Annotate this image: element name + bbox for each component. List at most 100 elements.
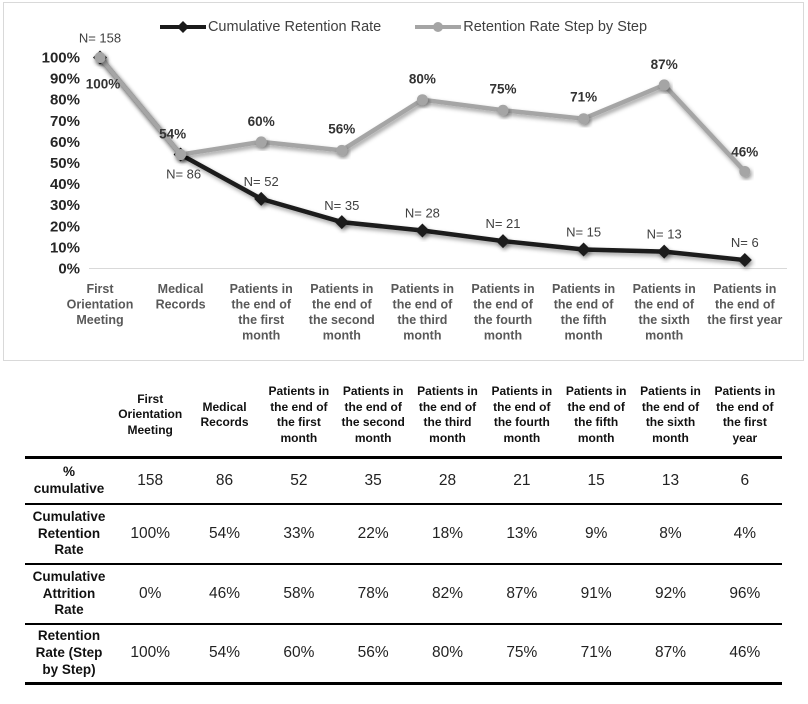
data-label: N= 35 (324, 198, 359, 213)
data-label: 87% (651, 57, 678, 72)
table-cell: 22% (357, 525, 389, 542)
x-category-label: Patients in the end of the fifth month (552, 282, 615, 343)
data-label: 100% (86, 77, 121, 92)
y-tick-label: 20% (50, 218, 80, 235)
data-point-circle (336, 144, 348, 156)
table-cell: 100% (130, 525, 171, 542)
y-tick-label: 40% (50, 176, 80, 193)
table-cell: 91% (580, 585, 612, 602)
column-header: Patients in the end of the sixth month (633, 375, 708, 459)
legend-sample-gray-line-circle-icon (415, 22, 462, 32)
table-cell: 87% (506, 585, 538, 602)
table-cell: 46% (729, 644, 761, 662)
table-cell: 46% (209, 585, 241, 602)
data-label: 71% (570, 90, 597, 105)
table-cell: 82% (431, 585, 464, 602)
column-header: First Orientation Meeting (113, 375, 188, 459)
x-axis-labels: First Orientation Meeting Medical Records Pat… (67, 282, 783, 343)
legend-label-cumulative: Cumulative Retention Rate (207, 19, 382, 35)
table-body: % cumulative 158 86 52 35 28 21 15 13 6 Cumulative… (25, 457, 782, 683)
row-label: % cumulative (33, 463, 105, 496)
table-cell: 4% (733, 525, 757, 542)
legend-item-step: Retention Rate Step by Step (415, 19, 647, 35)
data-point-circle (497, 104, 509, 116)
chart-plot: 0% 10% 20% 30% 40% 50% 60% 70% 80% 90% 100% First Or… (42, 31, 787, 343)
table-cell: 87% (654, 644, 686, 662)
y-tick-label: 0% (58, 261, 80, 278)
data-label: 75% (489, 81, 516, 96)
table-cell: 100% (130, 644, 171, 662)
data-label: 54% (159, 127, 186, 142)
data-point-diamond (657, 244, 672, 259)
table-cell: 9% (584, 525, 608, 542)
chart-panel: Cumulative Retention Rate Retention Rate… (3, 2, 804, 361)
data-label: N= 158 (79, 31, 121, 46)
column-header: Patients in the end of the fourth month (484, 375, 559, 459)
column-header: Patients in the end of the fifth month (559, 375, 634, 459)
row-label: Cumulative Retention Rate (32, 508, 106, 558)
x-category-label: Patients in the end of the sixth month (633, 282, 696, 343)
data-point-diamond (254, 191, 269, 206)
x-category-label: Patients in the end of the second month (309, 282, 375, 343)
data-point-diamond (415, 223, 430, 238)
table-cell: 28 (438, 471, 457, 489)
table-row: Cumulative Retention Rate 100% 54% 33% 22% 18… (25, 504, 782, 564)
table-cell: 8% (659, 525, 682, 542)
data-label: N= 15 (566, 225, 601, 240)
data-label: 80% (409, 72, 436, 87)
data-point-circle (94, 52, 106, 63)
data-label: N= 86 (166, 167, 201, 182)
data-label: N= 21 (485, 216, 520, 231)
table-row: Cumulative Attrition Rate 0% 46% 58% 78% 82% 8… (25, 564, 782, 624)
table-cell: 158 (137, 471, 164, 489)
data-point-diamond (737, 253, 752, 268)
y-tick-label: 30% (50, 197, 80, 214)
data-point-circle (175, 149, 187, 161)
legend-item-cumulative: Cumulative Retention Rate (159, 19, 382, 35)
table-cell: 92% (654, 585, 686, 602)
data-point-diamond (334, 215, 349, 230)
x-category-label: Patients in the end of the fourth month (471, 282, 534, 343)
table-cell: 18% (431, 525, 464, 542)
column-header: Medical Records (187, 375, 262, 459)
table-head: First Orientation Meeting Medical Records… (25, 375, 782, 459)
data-label: 56% (328, 121, 355, 136)
data-label: 60% (248, 114, 275, 129)
data-label: N= 52 (244, 174, 279, 189)
x-category-label: Medical Records (156, 282, 206, 312)
table-row: Retention Rate (Step by Step) 100% 54% 60% 5… (25, 624, 782, 683)
table-cell: 71% (580, 644, 612, 662)
y-axis-labels: 0% 10% 20% 30% 40% 50% 60% 70% 80% 90% 100% (42, 50, 80, 278)
y-tick-label: 90% (50, 71, 80, 88)
table-cell: 52 (290, 471, 308, 489)
column-header: Patients in the end of the first year (707, 375, 782, 459)
table-cell: 54% (209, 525, 241, 542)
y-tick-label: 10% (50, 239, 80, 256)
data-point-diamond (496, 234, 510, 249)
legend-label-step: Retention Rate Step by Step (463, 19, 648, 35)
table-cell: 75% (506, 644, 538, 662)
column-header: Patients in the end of the second month (336, 375, 411, 459)
y-tick-label: 80% (50, 92, 80, 109)
table-cell: 13 (661, 471, 680, 489)
y-tick-label: 60% (50, 134, 80, 151)
legend-sample-black-line-diamond-icon (159, 21, 206, 33)
chart-legend: Cumulative Retention Rate Retention Rate… (4, 19, 803, 35)
table-cell: 35 (364, 471, 382, 489)
x-category-label: Patients in the end of the first month (230, 282, 293, 343)
y-tick-label: 50% (50, 155, 80, 172)
row-label: Retention Rate (Step by Step) (35, 627, 103, 677)
series-data-labels: N= 158 N= 86 N= 52 N= 35 N= 28 N= 21 N= 15 N= 1… (79, 31, 759, 251)
data-point-diamond (576, 242, 591, 257)
table-cell: 86 (215, 471, 234, 489)
data-label: 46% (731, 144, 758, 159)
table-cell: 78% (357, 585, 389, 602)
row-label: Cumulative Attrition Rate (32, 568, 106, 618)
column-header: Patients in the end of the first month (261, 375, 337, 459)
x-category-label: First Orientation Meeting (67, 282, 134, 327)
table-cell: 96% (729, 585, 761, 602)
table-cell: 13% (506, 525, 538, 542)
table-cell: 56% (357, 644, 389, 662)
data-point-circle (578, 113, 590, 125)
series-data-labels: 100% 54% 60% 56% 80% 75% 71% 87% 46% (86, 57, 759, 160)
